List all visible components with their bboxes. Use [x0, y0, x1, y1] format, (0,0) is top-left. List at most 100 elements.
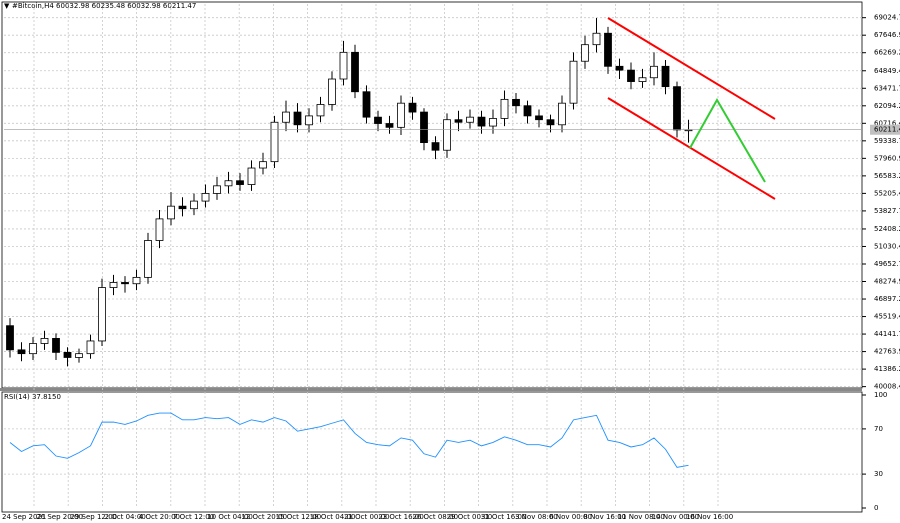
- candle-body: [374, 116, 382, 124]
- candle-body: [408, 102, 417, 113]
- collapse-icon[interactable]: ▼: [4, 2, 10, 10]
- x-tick-label: 18 Oct 04:00: [310, 513, 356, 521]
- plot: 69024.70 67646.95 66269.20 64849.45 63471.70…: [2, 4, 900, 521]
- y-tick-label: 40008.45: [874, 383, 900, 391]
- candle-body: [397, 102, 405, 128]
- projection-path: [689, 97, 766, 183]
- y-tick-label: 64849.45: [874, 67, 900, 75]
- x-tick-label: 24 Sep 2021: [2, 513, 46, 521]
- candle-body: [213, 185, 221, 194]
- x-tick-label: 11 Nov 08:00: [618, 513, 665, 521]
- y-tick-label: 48274.95: [874, 278, 900, 286]
- y-tick-label: 63471.70: [874, 84, 900, 92]
- candle-body: [351, 51, 359, 93]
- candle-body: [201, 193, 210, 202]
- y-tick-label: 59338.70: [874, 137, 900, 145]
- y-tick-label: 53827.70: [874, 207, 900, 215]
- candle-body: [109, 282, 118, 288]
- y-tick-label: 45519.45: [874, 313, 900, 321]
- candle-body: [477, 116, 486, 127]
- x-tick-label: 3 Nov 08:00: [515, 513, 558, 521]
- candle-body: [236, 180, 244, 185]
- y-tick-label: 56583.20: [874, 172, 900, 180]
- candle-body: [523, 105, 532, 117]
- y-tick-label: 42763.95: [874, 348, 900, 356]
- x-tick-label: 23 Oct 16:00: [378, 513, 424, 521]
- y-tick-label: 46897.20: [874, 295, 900, 303]
- x-tick-label: 31 Oct 16:00: [481, 513, 527, 521]
- rsi-title: RSI(14) 37.8150: [4, 393, 61, 401]
- candle-body: [673, 86, 681, 131]
- candle-body: [362, 91, 371, 118]
- candle-body: [121, 282, 129, 285]
- y-tick-label: 70: [874, 425, 883, 433]
- x-tick-label: 4 Oct 20:00: [139, 513, 180, 521]
- rsi-frame: [1, 391, 863, 513]
- candle-body: [86, 340, 95, 355]
- candle-body: [98, 287, 106, 342]
- candle-body: [17, 349, 26, 355]
- candle-body: [627, 69, 635, 82]
- y-tick-label: 69024.70: [874, 14, 900, 22]
- y-tick-label: 66269.20: [874, 49, 900, 57]
- x-tick-label: 12 Oct 20:00: [241, 513, 287, 521]
- candle-body: [650, 65, 658, 79]
- x-tick-label: 2 Oct 04:00: [105, 513, 146, 521]
- candle-body: [604, 32, 612, 67]
- candle-body: [144, 240, 152, 278]
- candle-body: [581, 44, 589, 62]
- candle-body: [500, 98, 509, 119]
- last-price-label: 60211.47: [874, 126, 900, 134]
- x-tick-label: 7 Oct 12:00: [173, 513, 214, 521]
- x-tick-label: 21 Oct 00:00: [344, 513, 390, 521]
- x-tick-label: 15 Oct 12:00: [276, 513, 322, 521]
- candle-body: [282, 111, 290, 123]
- candle-body: [316, 104, 325, 117]
- candle-body: [328, 78, 336, 105]
- candle-body: [293, 111, 302, 126]
- y-tick-label: 57960.95: [874, 154, 900, 162]
- candle-body: [339, 51, 348, 80]
- x-tick-label: 8 Nov 16:00: [583, 513, 626, 521]
- y-tick-label: 49652.70: [874, 260, 900, 268]
- candle-body: [512, 98, 520, 107]
- channel-upper: [607, 17, 776, 120]
- candle-body: [615, 65, 624, 71]
- rsi-line: [9, 412, 689, 468]
- x-tick-label: 10 Oct 04:00: [207, 513, 253, 521]
- candle-body: [63, 351, 72, 358]
- candle-body: [305, 115, 313, 126]
- y-tick-label: 44141.70: [874, 330, 900, 338]
- candle-body: [385, 123, 394, 128]
- candle-body: [443, 119, 451, 151]
- candle-body: [431, 142, 440, 151]
- candle-body: [420, 111, 428, 143]
- panel-separator: [0, 388, 862, 391]
- y-tick-label: 55205.45: [874, 189, 900, 197]
- candle-body: [661, 65, 670, 88]
- y-tick-label: 62094.20: [874, 102, 900, 110]
- y-tick-label: 41386.20: [874, 365, 900, 373]
- candle-body: [155, 218, 164, 241]
- y-tick-label: 30: [874, 470, 883, 478]
- candle-body: [40, 338, 49, 344]
- x-tick-label: 6 Nov 00:00: [549, 513, 592, 521]
- x-tick-label: 29 Oct 00:00: [447, 513, 493, 521]
- candle-body: [489, 118, 497, 127]
- candle-body: [592, 32, 601, 46]
- y-tick-label: 51030.45: [874, 242, 900, 250]
- candle-body: [224, 180, 233, 187]
- y-tick-label: 67646.95: [874, 31, 900, 39]
- x-tick-label: 16 Nov 16:00: [686, 513, 733, 521]
- candle-body: [29, 343, 37, 355]
- y-tick-label: 52408.20: [874, 225, 900, 233]
- candle-body: [75, 353, 83, 358]
- candle-body: [638, 77, 647, 82]
- candle-body: [535, 115, 543, 121]
- candle-body: [52, 338, 60, 353]
- candle-body: [167, 205, 175, 220]
- channel-lower: [607, 97, 776, 200]
